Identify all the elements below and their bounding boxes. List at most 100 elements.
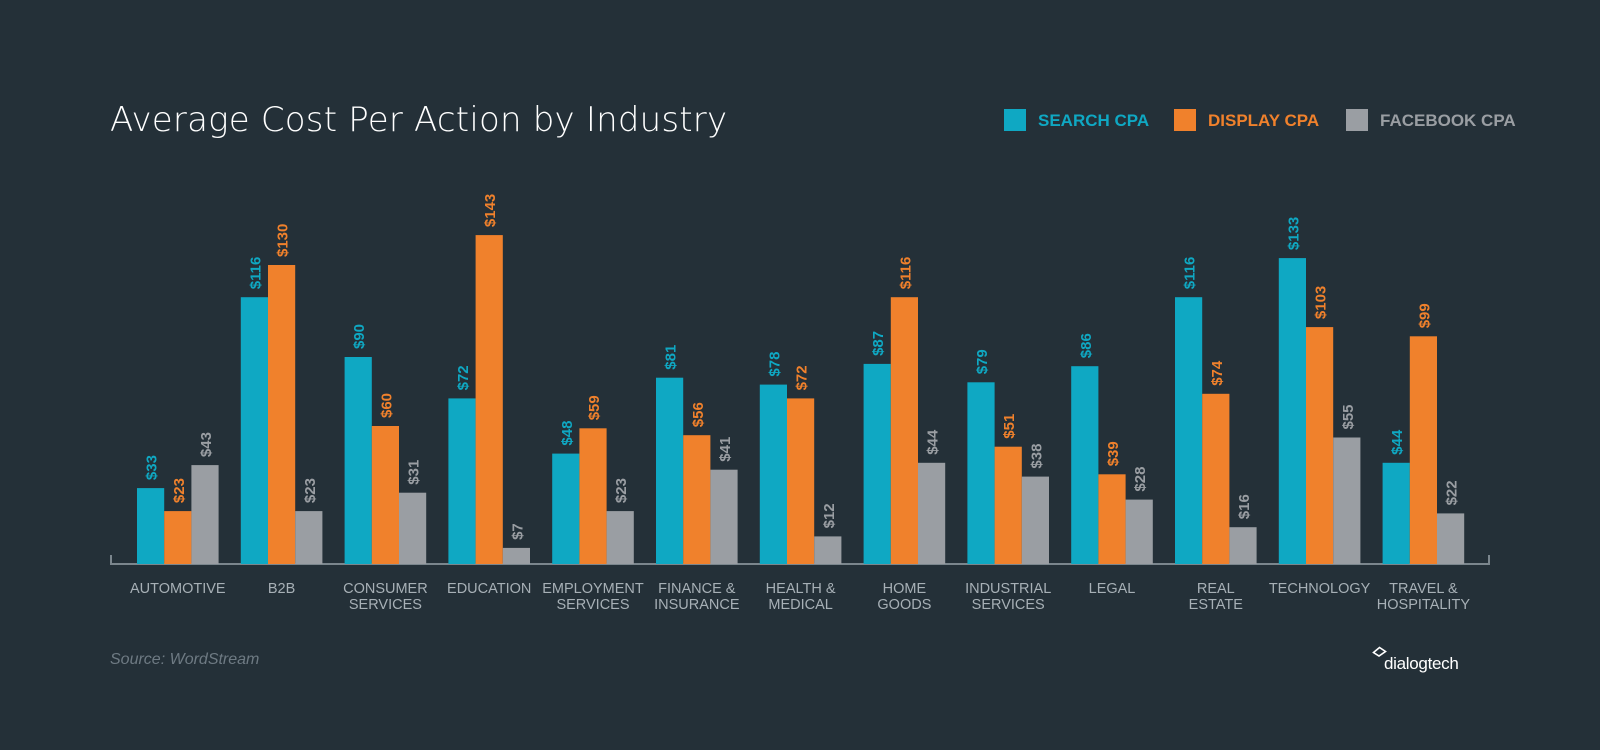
bar-search-10 — [1175, 297, 1203, 564]
bar-search-1 — [240, 297, 268, 564]
bar-search-4 — [552, 453, 580, 564]
data-label-search-12: $44 — [1389, 429, 1406, 455]
bar-display-12 — [1409, 336, 1437, 564]
category-label-3: EDUCATION — [447, 581, 531, 597]
legend-label-display: DISPLAY CPA — [1208, 111, 1320, 130]
data-label-facebook-1: $23 — [302, 478, 319, 503]
bar-facebook-5 — [710, 469, 738, 564]
bar-display-11 — [1306, 327, 1334, 564]
data-label-search-9: $86 — [1078, 333, 1095, 358]
category-label-10: REAL ESTATE — [1189, 581, 1244, 613]
legend-swatch-facebook — [1346, 109, 1368, 131]
bar-facebook-11 — [1333, 437, 1361, 564]
data-label-facebook-4: $23 — [613, 478, 630, 503]
bar-facebook-8 — [1021, 476, 1049, 564]
category-label-6: HEALTH & MEDICAL — [766, 581, 836, 613]
source-note: Source: WordStream — [110, 651, 260, 668]
bar-facebook-6 — [814, 536, 842, 564]
category-label-4: EMPLOYMENT SERVICES — [542, 581, 644, 613]
bar-facebook-7 — [918, 462, 946, 564]
data-label-search-5: $81 — [663, 345, 680, 370]
legend-swatch-search — [1004, 109, 1026, 131]
bar-display-10 — [1202, 393, 1230, 564]
category-label-5: FINANCE & INSURANCE — [654, 581, 740, 613]
data-label-search-8: $79 — [974, 349, 991, 374]
bar-search-7 — [863, 363, 891, 564]
data-label-display-2: $60 — [378, 393, 395, 418]
bar-display-6 — [787, 398, 815, 564]
bar-search-12 — [1382, 462, 1410, 564]
bar-display-3 — [475, 235, 503, 564]
data-label-facebook-6: $12 — [821, 503, 838, 528]
bar-display-1 — [268, 265, 296, 564]
data-label-search-4: $48 — [559, 421, 576, 446]
bar-search-3 — [448, 398, 476, 564]
bar-facebook-2 — [399, 492, 427, 564]
bar-facebook-9 — [1125, 499, 1153, 564]
bar-display-0 — [164, 511, 192, 564]
data-label-facebook-2: $31 — [406, 460, 423, 485]
data-label-search-7: $87 — [870, 331, 887, 356]
bar-display-4 — [579, 428, 607, 564]
category-label-12: TRAVEL & HOSPITALITY — [1377, 581, 1471, 613]
bar-search-9 — [1071, 366, 1099, 564]
data-label-display-0: $23 — [171, 478, 188, 503]
data-label-display-10: $74 — [1209, 360, 1226, 386]
bar-search-0 — [137, 488, 165, 564]
data-label-search-2: $90 — [351, 324, 368, 349]
bar-display-9 — [1098, 474, 1126, 564]
legend-label-facebook: FACEBOOK CPA — [1380, 111, 1516, 130]
bar-display-2 — [371, 426, 399, 564]
data-label-facebook-5: $41 — [717, 437, 734, 462]
data-label-facebook-8: $38 — [1028, 444, 1045, 469]
category-label-11: TECHNOLOGY — [1269, 581, 1371, 597]
bar-facebook-4 — [606, 511, 634, 564]
bar-search-5 — [656, 377, 684, 564]
data-label-display-1: $130 — [275, 224, 292, 257]
bar-facebook-10 — [1229, 527, 1257, 564]
bar-facebook-12 — [1437, 513, 1465, 564]
bar-search-6 — [759, 384, 787, 564]
data-label-facebook-3: $7 — [509, 523, 526, 540]
data-label-display-5: $56 — [690, 402, 707, 427]
data-label-display-12: $99 — [1416, 303, 1433, 328]
data-label-facebook-0: $43 — [198, 432, 215, 457]
data-label-display-11: $103 — [1313, 286, 1330, 319]
data-label-display-6: $72 — [794, 365, 811, 390]
data-label-display-8: $51 — [1001, 414, 1018, 439]
bar-display-5 — [683, 435, 711, 564]
bar-facebook-0 — [191, 465, 219, 564]
data-label-search-6: $78 — [766, 352, 783, 377]
data-label-facebook-11: $55 — [1340, 404, 1357, 429]
data-label-display-3: $143 — [482, 194, 499, 227]
data-label-search-10: $116 — [1182, 257, 1199, 290]
data-label-search-3: $72 — [455, 365, 472, 390]
category-label-0: AUTOMOTIVE — [130, 581, 226, 597]
category-label-9: LEGAL — [1089, 581, 1136, 597]
chart-title: Average Cost Per Action by Industry — [110, 100, 728, 140]
data-label-search-0: $33 — [144, 455, 161, 480]
bar-display-7 — [890, 297, 918, 564]
bar-search-11 — [1278, 258, 1306, 564]
category-label-8: INDUSTRIAL SERVICES — [965, 581, 1051, 613]
bar-search-8 — [967, 382, 995, 564]
bar-facebook-3 — [502, 547, 530, 564]
data-label-search-11: $133 — [1285, 217, 1302, 250]
category-label-7: HOME GOODS — [877, 581, 931, 613]
bar-facebook-1 — [295, 511, 323, 564]
data-label-facebook-10: $16 — [1236, 494, 1253, 519]
data-label-facebook-7: $44 — [925, 429, 942, 455]
bar-search-2 — [344, 357, 372, 564]
data-label-facebook-9: $28 — [1132, 467, 1149, 492]
data-label-display-9: $39 — [1105, 441, 1122, 466]
legend-label-search: SEARCH CPA — [1038, 111, 1150, 130]
data-label-display-7: $116 — [897, 257, 914, 290]
data-label-facebook-12: $22 — [1444, 480, 1461, 505]
bar-display-8 — [994, 446, 1022, 564]
category-label-1: B2B — [268, 581, 295, 597]
data-label-search-1: $116 — [247, 257, 264, 290]
legend-swatch-display — [1174, 109, 1196, 131]
data-label-display-4: $59 — [586, 395, 603, 420]
logo-text: dialogtech — [1384, 654, 1459, 673]
